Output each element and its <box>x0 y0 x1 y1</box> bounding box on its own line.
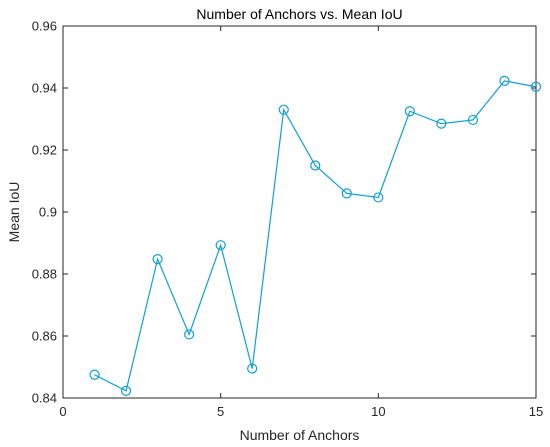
y-axis-label: Mean IoU <box>6 182 22 243</box>
x-tick-label: 15 <box>529 404 543 419</box>
data-point-marker <box>467 114 479 126</box>
y-tick-label: 0.84 <box>32 391 57 406</box>
x-tick-label: 10 <box>371 404 385 419</box>
data-point-marker <box>215 240 226 251</box>
plot-area <box>62 25 537 399</box>
data-point-marker <box>341 188 352 199</box>
y-tick-label: 0.9 <box>39 205 57 220</box>
data-point-marker <box>247 363 258 374</box>
y-tick-label: 0.96 <box>32 19 57 34</box>
y-tick-label: 0.92 <box>32 143 57 158</box>
data-point-marker <box>152 254 163 265</box>
data-point-marker <box>530 81 542 92</box>
y-tick-label: 0.88 <box>32 267 57 282</box>
data-point-marker <box>184 329 195 340</box>
data-point-marker <box>499 75 510 86</box>
chart-title: Number of Anchors vs. Mean IoU <box>196 6 402 22</box>
data-point-marker <box>373 192 384 203</box>
data-series <box>89 75 542 396</box>
data-point-marker <box>120 385 132 396</box>
data-point-marker <box>89 369 100 380</box>
series-line <box>94 80 537 392</box>
y-tick-label: 0.94 <box>32 81 57 96</box>
axis-ticks: 0 5 10 15 0.84 0.86 0.88 0.9 0.92 0.94 0.96 <box>32 19 544 420</box>
data-point-marker <box>310 160 321 171</box>
y-tick-label: 0.86 <box>32 329 57 344</box>
data-point-marker <box>404 106 415 117</box>
data-point-marker <box>278 104 289 115</box>
x-tick-label: 0 <box>59 404 66 419</box>
x-tick-label: 5 <box>217 404 224 419</box>
x-axis-label: Number of Anchors <box>240 427 360 443</box>
data-point-marker <box>436 118 447 129</box>
